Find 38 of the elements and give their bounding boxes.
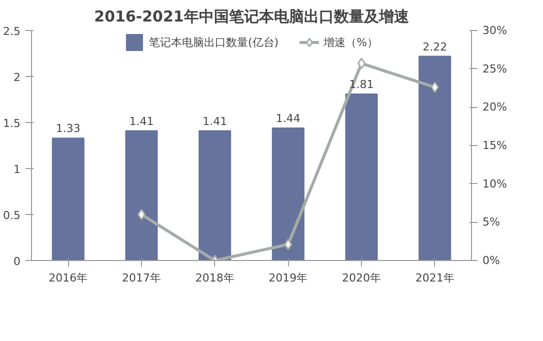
data-label: 1.33 <box>56 122 80 136</box>
data-label: 2.22 <box>422 40 448 54</box>
data-label: 1.41 <box>202 114 228 128</box>
data-label: 1.44 <box>276 112 300 126</box>
legend-label: 笔记本电脑出口数量(亿台) <box>148 34 279 50</box>
bar <box>52 138 84 260</box>
y2-tick-label: 20% <box>482 100 507 114</box>
bar <box>272 128 304 260</box>
y-tick-label: 2.5 <box>3 25 21 38</box>
x-tick-label: 2016年 <box>48 272 88 284</box>
y-tick-label: 0 <box>14 255 20 268</box>
y-tick-label: 2 <box>14 71 20 84</box>
y2-tick-label: 25% <box>482 62 507 76</box>
y2-tick-label: 10% <box>482 177 507 190</box>
y-tick-label: 0.5 <box>3 209 21 222</box>
y-tick-label: 1.5 <box>3 117 21 130</box>
bar <box>418 56 452 260</box>
chart-title: 2016-2021年中国笔记本电脑出口数量及增速 <box>94 8 410 26</box>
point <box>357 58 366 70</box>
y-tick-label: 1 <box>14 163 20 176</box>
y2-tick-label: 0% <box>482 254 500 267</box>
y2-tick-label: 5% <box>482 216 500 229</box>
bar <box>198 130 232 260</box>
data-label: 1.81 <box>349 78 374 91</box>
x-tick-label: 2017年 <box>122 272 162 284</box>
bar <box>125 130 158 260</box>
x-tick-label: 2021年 <box>415 272 454 284</box>
bar <box>345 93 378 260</box>
x-tick-label: 2019年 <box>268 272 308 284</box>
x-tick-label: 2018年 <box>195 272 234 284</box>
y2-tick-label: 30% <box>482 24 507 37</box>
point <box>430 81 439 93</box>
legend-label: 增速（%） <box>324 34 378 50</box>
data-label: 1.41 <box>129 114 154 128</box>
y2-tick-label: 15% <box>482 139 507 152</box>
point <box>284 238 292 250</box>
x-tick-label: 2020年 <box>342 272 382 284</box>
point <box>137 208 146 220</box>
